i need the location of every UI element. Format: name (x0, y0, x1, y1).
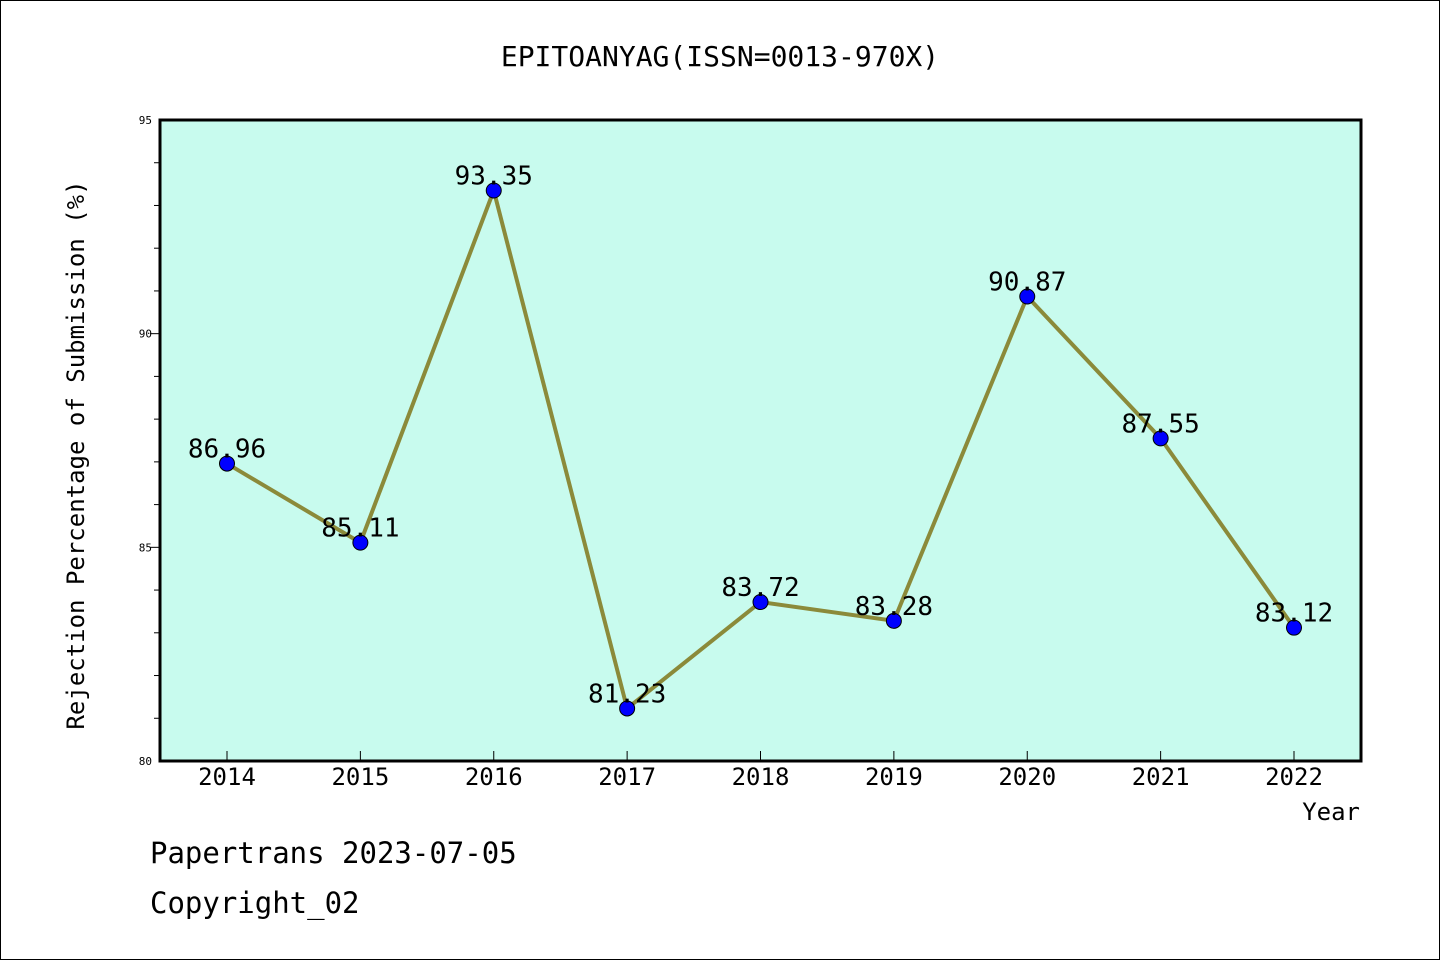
data-point (219, 455, 235, 472)
x-tick-label: 2019 (865, 763, 923, 791)
y-axis-label: Rejection Percentage of Submission (%) (62, 180, 90, 729)
data-label: 87.55 (1121, 409, 1199, 439)
data-label: 83.28 (855, 592, 933, 622)
data-point (885, 612, 902, 629)
x-tick-label: 2015 (331, 763, 389, 791)
x-tick-label: 2020 (998, 763, 1056, 791)
y-tick-label: 95 (139, 114, 152, 127)
chart-title: EPITOANYAG(ISSN=0013-970X) (501, 40, 939, 73)
footer-copyright-line: Copyright_02 (150, 886, 360, 920)
x-axis-label: Year (1302, 798, 1360, 826)
x-axis: 2014 2015 2016 2017 2018 2019 2020 2021 2022 (198, 751, 1323, 791)
data-point (485, 182, 502, 199)
data-point (1019, 288, 1036, 305)
x-tick-label: 2017 (598, 763, 656, 791)
data-label: 81.23 (588, 679, 666, 709)
plot-area (158, 118, 1363, 763)
x-tick-label: 2018 (732, 763, 790, 791)
x-tick-label: 2021 (1132, 763, 1190, 791)
x-tick-label: 2016 (465, 763, 523, 791)
data-point (1286, 619, 1302, 636)
y-tick-label: 80 (139, 755, 152, 768)
y-tick-label: 85 (139, 541, 152, 554)
y-axis: 80 85 90 95 (139, 114, 160, 768)
data-label: 85.11 (321, 514, 399, 544)
data-point (1152, 430, 1169, 447)
data-label: 93.35 (455, 162, 533, 192)
data-label: 86.96 (188, 435, 266, 465)
data-point (752, 594, 769, 611)
data-point (619, 700, 636, 717)
series-rejection-percentage: 86.96 85.11 93.35 81.23 83.72 83.28 90.87 87.55… (188, 162, 1333, 717)
data-label: 90.87 (988, 267, 1066, 297)
data-label: 83.72 (721, 573, 799, 603)
x-tick-label: 2022 (1265, 763, 1323, 791)
data-point (352, 534, 369, 551)
data-label: 83.12 (1255, 599, 1333, 629)
y-tick-label: 90 (139, 328, 152, 341)
x-tick-label: 2014 (198, 763, 256, 791)
footer-date-line: Papertrans 2023-07-05 (150, 836, 517, 870)
